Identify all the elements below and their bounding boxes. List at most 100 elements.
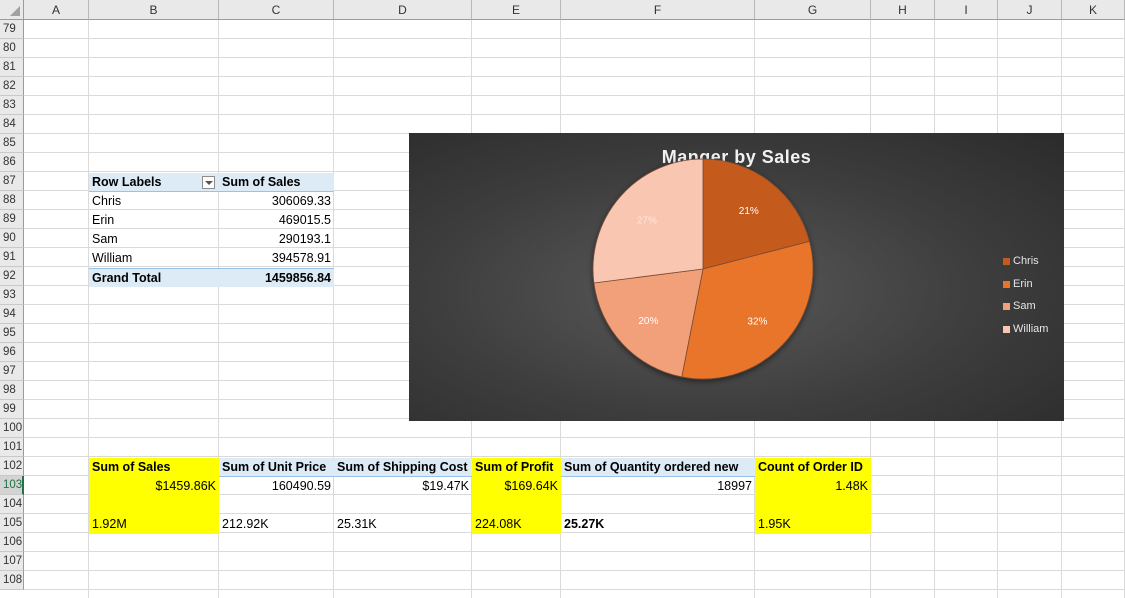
pivot-row-value[interactable]: 306069.33: [271, 194, 331, 208]
column-header-c[interactable]: C: [219, 0, 334, 20]
gridline-horizontal: [24, 57, 1125, 58]
row-header-93[interactable]: 93: [0, 286, 24, 305]
chart-legend: Chris Erin Sam William: [1003, 255, 1048, 345]
row-header-97[interactable]: 97: [0, 362, 24, 381]
row-header-104[interactable]: 104: [0, 495, 24, 514]
select-all-corner[interactable]: [0, 0, 24, 20]
summary-empty-cell[interactable]: [755, 496, 871, 515]
pie-slice-erin[interactable]: [681, 240, 814, 380]
row-header-86[interactable]: 86: [0, 153, 24, 172]
row-header-101[interactable]: 101: [0, 438, 24, 457]
legend-item-erin[interactable]: Erin: [1003, 278, 1048, 301]
column-header-e[interactable]: E: [472, 0, 561, 20]
pivot-header-sum-of-sales[interactable]: Sum of Sales: [219, 173, 334, 192]
summary-total[interactable]: 25.31K: [337, 517, 377, 531]
row-header-99[interactable]: 99: [0, 400, 24, 419]
column-header-k[interactable]: K: [1062, 0, 1125, 20]
summary-header[interactable]: Sum of Sales: [89, 458, 219, 477]
gridline-horizontal: [24, 494, 1125, 495]
pie-slice-sam[interactable]: [593, 268, 704, 378]
gridline-horizontal: [24, 437, 1125, 438]
summary-header[interactable]: Sum of Unit Price: [219, 458, 334, 477]
row-header-91[interactable]: 91: [0, 248, 24, 267]
row-header-87[interactable]: 87: [0, 172, 24, 191]
row-header-85[interactable]: 85: [0, 134, 24, 153]
summary-value[interactable]: 160490.59: [271, 479, 331, 493]
row-header-88[interactable]: 88: [0, 191, 24, 210]
summary-header[interactable]: Count of Order ID: [755, 458, 871, 477]
gridline-horizontal: [24, 532, 1125, 533]
row-header-84[interactable]: 84: [0, 115, 24, 134]
row-header-108[interactable]: 108: [0, 571, 24, 590]
legend-item-william[interactable]: William: [1003, 323, 1048, 346]
pivot-row-value[interactable]: 394578.91: [271, 251, 331, 265]
gridline-horizontal: [24, 456, 1125, 457]
row-header-96[interactable]: 96: [0, 343, 24, 362]
row-header-100[interactable]: 100: [0, 419, 24, 438]
pivot-row-value[interactable]: 290193.1: [278, 232, 331, 246]
summary-total[interactable]: 25.27K: [564, 517, 605, 531]
column-header-i[interactable]: I: [935, 0, 998, 20]
row-header-94[interactable]: 94: [0, 305, 24, 324]
row-header-90[interactable]: 90: [0, 229, 24, 248]
pivot-row-value[interactable]: 469015.5: [278, 213, 331, 227]
column-header-b[interactable]: B: [89, 0, 219, 20]
row-header-105[interactable]: 105: [0, 514, 24, 533]
summary-value[interactable]: $19.47K: [422, 479, 469, 493]
summary-total[interactable]: 1.92M: [89, 515, 219, 534]
summary-total[interactable]: 1.95K: [755, 515, 871, 534]
gridline-vertical: [333, 20, 334, 598]
row-header-106[interactable]: 106: [0, 533, 24, 552]
column-header-j[interactable]: J: [998, 0, 1062, 20]
pie-slice-chris[interactable]: [702, 158, 810, 270]
row-header-83[interactable]: 83: [0, 96, 24, 115]
summary-value[interactable]: $169.64K: [472, 477, 561, 496]
column-header-f[interactable]: F: [561, 0, 755, 20]
summary-total[interactable]: 224.08K: [472, 515, 561, 534]
summary-empty-cell[interactable]: [89, 496, 219, 515]
column-header-d[interactable]: D: [334, 0, 472, 20]
legend-swatch: [1003, 303, 1010, 310]
row-header-107[interactable]: 107: [0, 552, 24, 571]
summary-empty-cell[interactable]: [472, 496, 561, 515]
summary-value[interactable]: 18997: [717, 479, 752, 493]
pie-chart[interactable]: Manger by Sales 21% 32% 20% 27% Chris Erin Sa…: [409, 133, 1064, 421]
row-header-82[interactable]: 82: [0, 77, 24, 96]
row-header-89[interactable]: 89: [0, 210, 24, 229]
gridline-horizontal: [24, 95, 1125, 96]
legend-label: Erin: [1013, 277, 1033, 290]
column-header-a[interactable]: A: [24, 0, 89, 20]
row-header-103[interactable]: 103: [0, 476, 24, 495]
summary-value[interactable]: 1.48K: [755, 477, 871, 496]
filter-dropdown-icon[interactable]: [202, 176, 215, 189]
pie-data-label: 21%: [739, 206, 759, 217]
row-header-98[interactable]: 98: [0, 381, 24, 400]
pie-slice-william[interactable]: [592, 158, 704, 284]
row-header-95[interactable]: 95: [0, 324, 24, 343]
gridline-horizontal: [24, 114, 1125, 115]
row-header-80[interactable]: 80: [0, 39, 24, 58]
gridline-vertical: [88, 20, 89, 598]
pivot-header-row-labels[interactable]: Row Labels: [89, 173, 219, 192]
pivot-row-label[interactable]: Erin: [92, 213, 115, 227]
summary-header[interactable]: Sum of Shipping Cost: [334, 458, 472, 477]
row-header-102[interactable]: 102: [0, 457, 24, 476]
column-header-h[interactable]: H: [871, 0, 935, 20]
pivot-row-label[interactable]: William: [92, 251, 133, 265]
summary-total[interactable]: 212.92K: [222, 517, 269, 531]
pivot-row-label[interactable]: Chris: [92, 194, 122, 208]
pivot-row-label[interactable]: Sam: [92, 232, 118, 246]
row-header-81[interactable]: 81: [0, 58, 24, 77]
summary-header[interactable]: Sum of Profit: [472, 458, 561, 477]
pie-data-label: 27%: [637, 216, 657, 227]
pivot-grand-total-label[interactable]: Grand Total: [89, 268, 219, 287]
pivot-grand-total-value[interactable]: 1459856.84: [219, 268, 334, 287]
column-header-g[interactable]: G: [755, 0, 871, 20]
gridline-horizontal: [24, 38, 1125, 39]
summary-header[interactable]: Sum of Quantity ordered new: [561, 458, 755, 477]
row-header-79[interactable]: 79: [0, 20, 24, 39]
legend-item-sam[interactable]: Sam: [1003, 300, 1048, 323]
summary-value[interactable]: $1459.86K: [89, 477, 219, 496]
legend-item-chris[interactable]: Chris: [1003, 255, 1048, 278]
row-header-92[interactable]: 92: [0, 267, 24, 286]
